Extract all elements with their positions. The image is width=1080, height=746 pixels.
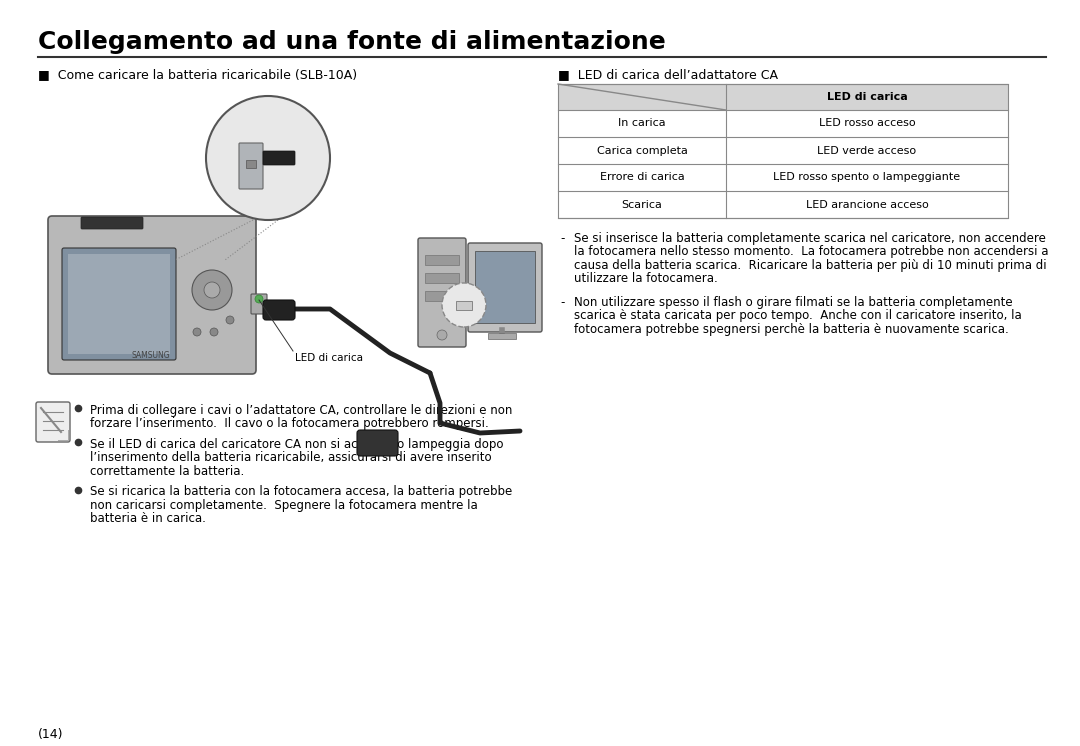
Text: Se si inserisce la batteria completamente scarica nel caricatore, non accendere: Se si inserisce la batteria completament… [573,232,1045,245]
Circle shape [192,270,232,310]
FancyBboxPatch shape [251,294,267,314]
FancyBboxPatch shape [239,143,264,189]
Circle shape [442,283,486,327]
Bar [426,273,459,283]
Circle shape [193,328,201,336]
FancyBboxPatch shape [468,243,542,332]
Text: In carica: In carica [618,119,665,128]
Text: scarica è stata caricata per poco tempo.  Anche con il caricatore inserito, la: scarica è stata caricata per poco tempo.… [573,310,1022,322]
Text: la fotocamera nello stesso momento.  La fotocamera potrebbe non accendersi a: la fotocamera nello stesso momento. La f… [573,245,1049,259]
Text: LED di carica: LED di carica [295,353,363,363]
Text: LED arancione acceso: LED arancione acceso [806,199,929,210]
Text: Carica completa: Carica completa [596,145,688,155]
Text: fotocamera potrebbe spegnersi perchè la batteria è nuovamente scarica.: fotocamera potrebbe spegnersi perchè la … [573,323,1009,336]
Bar [558,84,1008,218]
Text: LED di carica: LED di carica [826,92,907,102]
Circle shape [210,328,218,336]
Bar [68,254,170,354]
FancyBboxPatch shape [36,402,70,442]
Bar [488,333,516,339]
Bar [426,255,459,265]
Text: SAMSUNG: SAMSUNG [132,351,171,360]
Text: ■  LED di carica dell’adattatore CA: ■ LED di carica dell’adattatore CA [558,68,778,81]
Text: Non utilizzare spesso il flash o girare filmati se la batteria completamente: Non utilizzare spesso il flash o girare … [573,296,1013,309]
FancyBboxPatch shape [48,216,256,374]
Text: LED verde acceso: LED verde acceso [818,145,917,155]
Bar [558,84,1008,218]
Text: correttamente la batteria.: correttamente la batteria. [90,465,244,478]
Text: LED rosso acceso: LED rosso acceso [819,119,916,128]
Text: batteria è in carica.: batteria è in carica. [90,513,206,525]
Circle shape [204,282,220,298]
Text: ■  Come caricare la batteria ricaricabile (SLB-10A): ■ Come caricare la batteria ricaricabile… [38,68,357,81]
Text: -: - [561,232,565,245]
FancyBboxPatch shape [357,430,399,456]
Circle shape [206,96,330,220]
Text: Collegamento ad una fonte di alimentazione: Collegamento ad una fonte di alimentazio… [38,30,665,54]
Circle shape [255,295,264,303]
Text: l’inserimento della batteria ricaricabile, assicurarsi di avere inserito: l’inserimento della batteria ricaricabil… [90,451,491,465]
Text: forzare l’inserimento.  Il cavo o la fotocamera potrebbero rompersi.: forzare l’inserimento. Il cavo o la foto… [90,418,489,430]
FancyBboxPatch shape [418,238,465,347]
Text: Se il LED di carica del caricatore CA non si accende o lampeggia dopo: Se il LED di carica del caricatore CA no… [90,438,503,451]
FancyBboxPatch shape [264,300,295,320]
Bar [456,301,472,310]
Text: non caricarsi completamente.  Spegnere la fotocamera mentre la: non caricarsi completamente. Spegnere la… [90,499,477,512]
Bar [475,251,535,323]
Text: Prima di collegare i cavi o l’adattatore CA, controllare le direzioni e non: Prima di collegare i cavi o l’adattatore… [90,404,512,417]
Text: causa della batteria scarica.  Ricaricare la batteria per più di 10 minuti prima: causa della batteria scarica. Ricaricare… [573,259,1047,272]
Circle shape [437,330,447,340]
Bar [246,160,256,168]
Text: utilizzare la fotocamera.: utilizzare la fotocamera. [573,272,718,286]
Text: -: - [561,296,565,309]
Text: Se si ricarica la batteria con la fotocamera accesa, la batteria potrebbe: Se si ricarica la batteria con la fotoca… [90,486,512,498]
Bar [558,84,1008,110]
Text: Scarica: Scarica [622,199,662,210]
Text: (14): (14) [38,728,64,741]
Circle shape [226,316,234,324]
Text: LED rosso spento o lampeggiante: LED rosso spento o lampeggiante [773,172,960,183]
FancyBboxPatch shape [264,151,295,165]
Text: Errore di carica: Errore di carica [599,172,685,183]
FancyBboxPatch shape [62,248,176,360]
FancyBboxPatch shape [81,217,143,229]
Bar [426,291,459,301]
